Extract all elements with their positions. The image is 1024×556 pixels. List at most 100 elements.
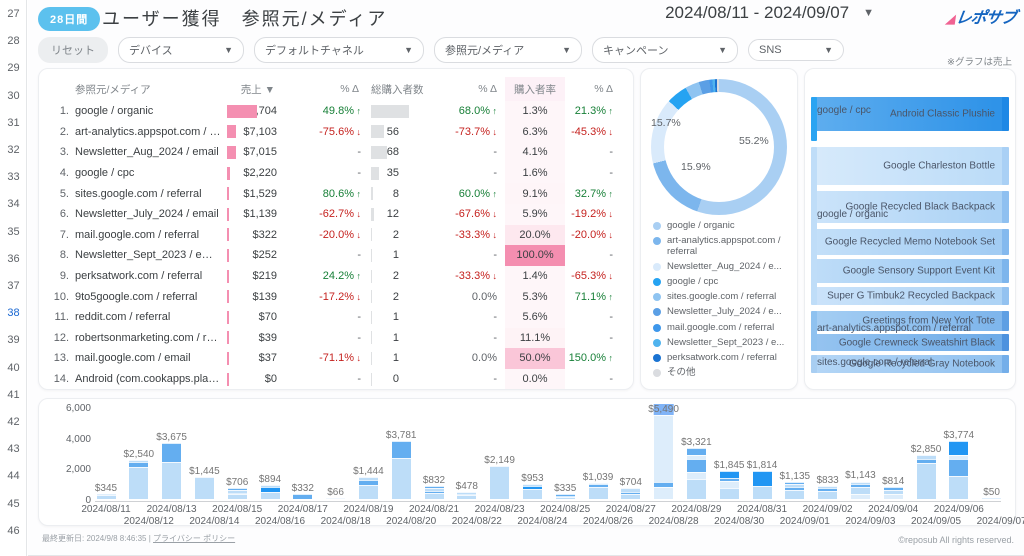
row-number-40[interactable]: 40: [7, 361, 20, 374]
table-row[interactable]: 11. reddit.com / referral $70-1-5.6% -: [49, 306, 623, 328]
table-row[interactable]: 10. 9to5google.com / referral $139 -17.2% ↓…: [49, 286, 623, 307]
table-row[interactable]: 1. google / organic $24,704 49.8% ↑ 163 68.0%…: [49, 101, 623, 122]
row-number-31[interactable]: 31: [7, 116, 20, 129]
row-number-38[interactable]: 38: [0, 303, 27, 325]
sankey-flow[interactable]: Greetings from New York Tote: [811, 311, 1009, 331]
daily-bar[interactable]: [982, 498, 1002, 499]
row-number-45[interactable]: 45: [7, 497, 20, 510]
daily-bar[interactable]: [391, 441, 411, 499]
row-number-39[interactable]: 39: [7, 334, 20, 347]
col-header-4[interactable]: 総購入者数: [371, 83, 424, 96]
filter-dropdown-3[interactable]: 参照元/メディア ▼: [434, 37, 582, 63]
table-row[interactable]: 7. mail.google.com / referral $322 -20.0% ↓…: [49, 224, 623, 246]
date-range-picker[interactable]: 2024/08/11 - 2024/09/07 ▼: [665, 3, 874, 23]
daily-bar[interactable]: [326, 498, 346, 499]
daily-sales-bar-chart-card[interactable]: 6,000 4,000 2,000 0 $345 2024/08/11 $2,540 2024…: [38, 398, 1024, 527]
col-header-2[interactable]: 売上 ▼: [240, 83, 275, 96]
daily-bar[interactable]: [621, 488, 641, 499]
daily-bar[interactable]: [457, 491, 477, 499]
bar-segment: [883, 493, 903, 499]
col-header-3[interactable]: % Δ: [340, 83, 359, 95]
daily-bar[interactable]: [785, 481, 805, 499]
daily-bar[interactable]: [719, 470, 739, 499]
daily-bar[interactable]: [949, 441, 969, 499]
row-number-46[interactable]: 46: [7, 524, 20, 537]
table-row[interactable]: 5. sites.google.com / referral $1,529 80.6%…: [49, 183, 623, 204]
row-number-28[interactable]: 28: [7, 35, 20, 48]
row-number-42[interactable]: 42: [7, 416, 20, 428]
daily-bar[interactable]: [424, 486, 444, 499]
row-number-rail[interactable]: 27 28 29 30 31 32 33 34 35 36 37 38 39 40 41 42 43 44 45 46: [0, 0, 27, 556]
daily-bar[interactable]: [490, 466, 510, 499]
row-number-44[interactable]: 44: [7, 470, 20, 483]
bar-segment: [818, 487, 838, 491]
bar-segment: [522, 485, 542, 489]
row-number-30[interactable]: 30: [7, 89, 20, 102]
sankey-flow[interactable]: Google Recycled Memo Notebook Set: [811, 229, 1009, 255]
daily-bar[interactable]: [293, 493, 313, 499]
sankey-flow[interactable]: Android Classic Plushie: [811, 97, 1009, 131]
y-axis-tick: 4,000: [65, 433, 91, 445]
filter-dropdown-4[interactable]: キャンペーン ▼: [592, 37, 738, 63]
col-header-7[interactable]: % Δ: [594, 83, 613, 95]
daily-bar[interactable]: [194, 476, 214, 499]
table-row[interactable]: 6. Newsletter_July_2024 / email $1,139 -62.…: [49, 203, 623, 225]
daily-bar[interactable]: [850, 481, 870, 499]
daily-bar[interactable]: [129, 460, 149, 499]
reset-button[interactable]: リセット: [38, 37, 108, 63]
table-row[interactable]: 3. Newsletter_Aug_2024 / email $7,015-68-4…: [49, 142, 623, 163]
filter-dropdown-5[interactable]: SNS ▼: [748, 39, 844, 61]
row-number-32[interactable]: 32: [7, 144, 20, 156]
row-number-34[interactable]: 34: [7, 198, 20, 211]
col-header-1[interactable]: 参照元/メディア: [75, 83, 151, 96]
table-row[interactable]: 4. google / cpc $2,220-35-1.6% -: [49, 162, 623, 184]
row-number-36[interactable]: 36: [7, 252, 20, 265]
row-number-27[interactable]: 27: [7, 8, 20, 20]
daily-bar[interactable]: [162, 442, 182, 499]
table-row[interactable]: 2. art-analytics.appspot.com / r... $7,103…: [49, 121, 623, 143]
bar-segment: [686, 455, 706, 460]
row-sales: $37: [225, 351, 313, 365]
daily-bar[interactable]: [752, 471, 772, 499]
daily-bar[interactable]: [96, 493, 116, 499]
period-badge: 28日間: [38, 7, 101, 31]
col-header-6[interactable]: 購入者率: [505, 77, 565, 101]
daily-bar[interactable]: [883, 486, 903, 499]
daily-bar[interactable]: [358, 476, 378, 499]
row-number-33[interactable]: 33: [7, 171, 20, 184]
col-header-5[interactable]: % Δ: [478, 83, 497, 95]
sankey-flow[interactable]: Google Recycled Gray Notebook: [811, 355, 1009, 373]
row-number-41[interactable]: 41: [7, 388, 20, 401]
sankey-chart-card[interactable]: Android Classic Plushie Google Charleston…: [804, 68, 1016, 390]
bar-segment: [588, 484, 608, 488]
filter-dropdown-1[interactable]: デバイス ▼: [118, 37, 244, 63]
sankey-flow[interactable]: Google Crewneck Sweatshirt Black: [811, 334, 1009, 351]
table-row[interactable]: 14. Android (com.cookapps.playg... $0-0-0.…: [49, 368, 623, 390]
sankey-flow[interactable]: Google Recycled Black Backpack: [811, 191, 1009, 223]
bar-segment: [391, 457, 411, 499]
row-buyers: 1: [369, 248, 453, 262]
privacy-policy-link[interactable]: プライバシー ポリシー: [153, 534, 236, 543]
row-number-29[interactable]: 29: [7, 62, 20, 75]
table-row[interactable]: 8. Newsletter_Sept_2023 / email $252-1-100…: [49, 245, 623, 266]
daily-bar[interactable]: [522, 484, 542, 499]
table-row[interactable]: 13. mail.google.com / email $37 -71.1% ↓ 1 0.…: [49, 348, 623, 369]
daily-bar[interactable]: [818, 486, 838, 499]
daily-bar[interactable]: [260, 485, 280, 499]
table-row[interactable]: 9. perksatwork.com / referral $219 24.2% ↑ 2…: [49, 265, 623, 287]
sankey-flow[interactable]: Google Charleston Bottle: [811, 147, 1009, 185]
row-number-35[interactable]: 35: [7, 225, 20, 238]
sankey-flow[interactable]: Google Sensory Support Event Kit: [811, 259, 1009, 283]
row-number-37[interactable]: 37: [7, 280, 20, 292]
daily-bar[interactable]: [916, 455, 936, 499]
daily-bar[interactable]: [654, 414, 674, 499]
daily-bar[interactable]: [686, 448, 706, 499]
daily-bar[interactable]: [588, 483, 608, 499]
donut-chart[interactable]: [651, 79, 787, 215]
daily-bar[interactable]: [227, 488, 247, 499]
table-row[interactable]: 12. robertsonmarketing.com / re... $39-1-1…: [49, 327, 623, 349]
filter-dropdown-2[interactable]: デフォルトチャネル ▼: [254, 37, 424, 63]
row-number-43[interactable]: 43: [7, 443, 20, 456]
sankey-flow[interactable]: Super G Timbuk2 Recycled Backpack: [811, 287, 1009, 305]
daily-bar[interactable]: [555, 493, 575, 499]
